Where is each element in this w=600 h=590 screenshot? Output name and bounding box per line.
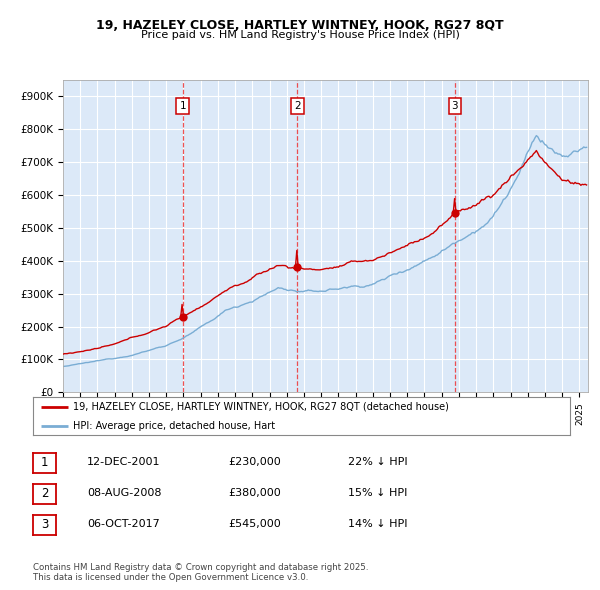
Text: 1: 1 xyxy=(179,101,186,111)
Text: Price paid vs. HM Land Registry's House Price Index (HPI): Price paid vs. HM Land Registry's House … xyxy=(140,30,460,40)
Text: 22% ↓ HPI: 22% ↓ HPI xyxy=(348,457,407,467)
Text: 06-OCT-2017: 06-OCT-2017 xyxy=(87,519,160,529)
Text: 1: 1 xyxy=(41,457,48,470)
Text: £380,000: £380,000 xyxy=(228,488,281,498)
Text: 08-AUG-2008: 08-AUG-2008 xyxy=(87,488,161,498)
Text: 2: 2 xyxy=(294,101,301,111)
Text: HPI: Average price, detached house, Hart: HPI: Average price, detached house, Hart xyxy=(73,421,275,431)
Text: 2: 2 xyxy=(41,487,48,500)
Text: 15% ↓ HPI: 15% ↓ HPI xyxy=(348,488,407,498)
Text: £545,000: £545,000 xyxy=(228,519,281,529)
Text: 3: 3 xyxy=(452,101,458,111)
Text: 3: 3 xyxy=(41,519,48,532)
Text: Contains HM Land Registry data © Crown copyright and database right 2025.
This d: Contains HM Land Registry data © Crown c… xyxy=(33,563,368,582)
Text: 12-DEC-2001: 12-DEC-2001 xyxy=(87,457,161,467)
Text: 19, HAZELEY CLOSE, HARTLEY WINTNEY, HOOK, RG27 8QT (detached house): 19, HAZELEY CLOSE, HARTLEY WINTNEY, HOOK… xyxy=(73,402,449,412)
Text: 14% ↓ HPI: 14% ↓ HPI xyxy=(348,519,407,529)
Text: 19, HAZELEY CLOSE, HARTLEY WINTNEY, HOOK, RG27 8QT: 19, HAZELEY CLOSE, HARTLEY WINTNEY, HOOK… xyxy=(96,19,504,32)
Text: £230,000: £230,000 xyxy=(228,457,281,467)
